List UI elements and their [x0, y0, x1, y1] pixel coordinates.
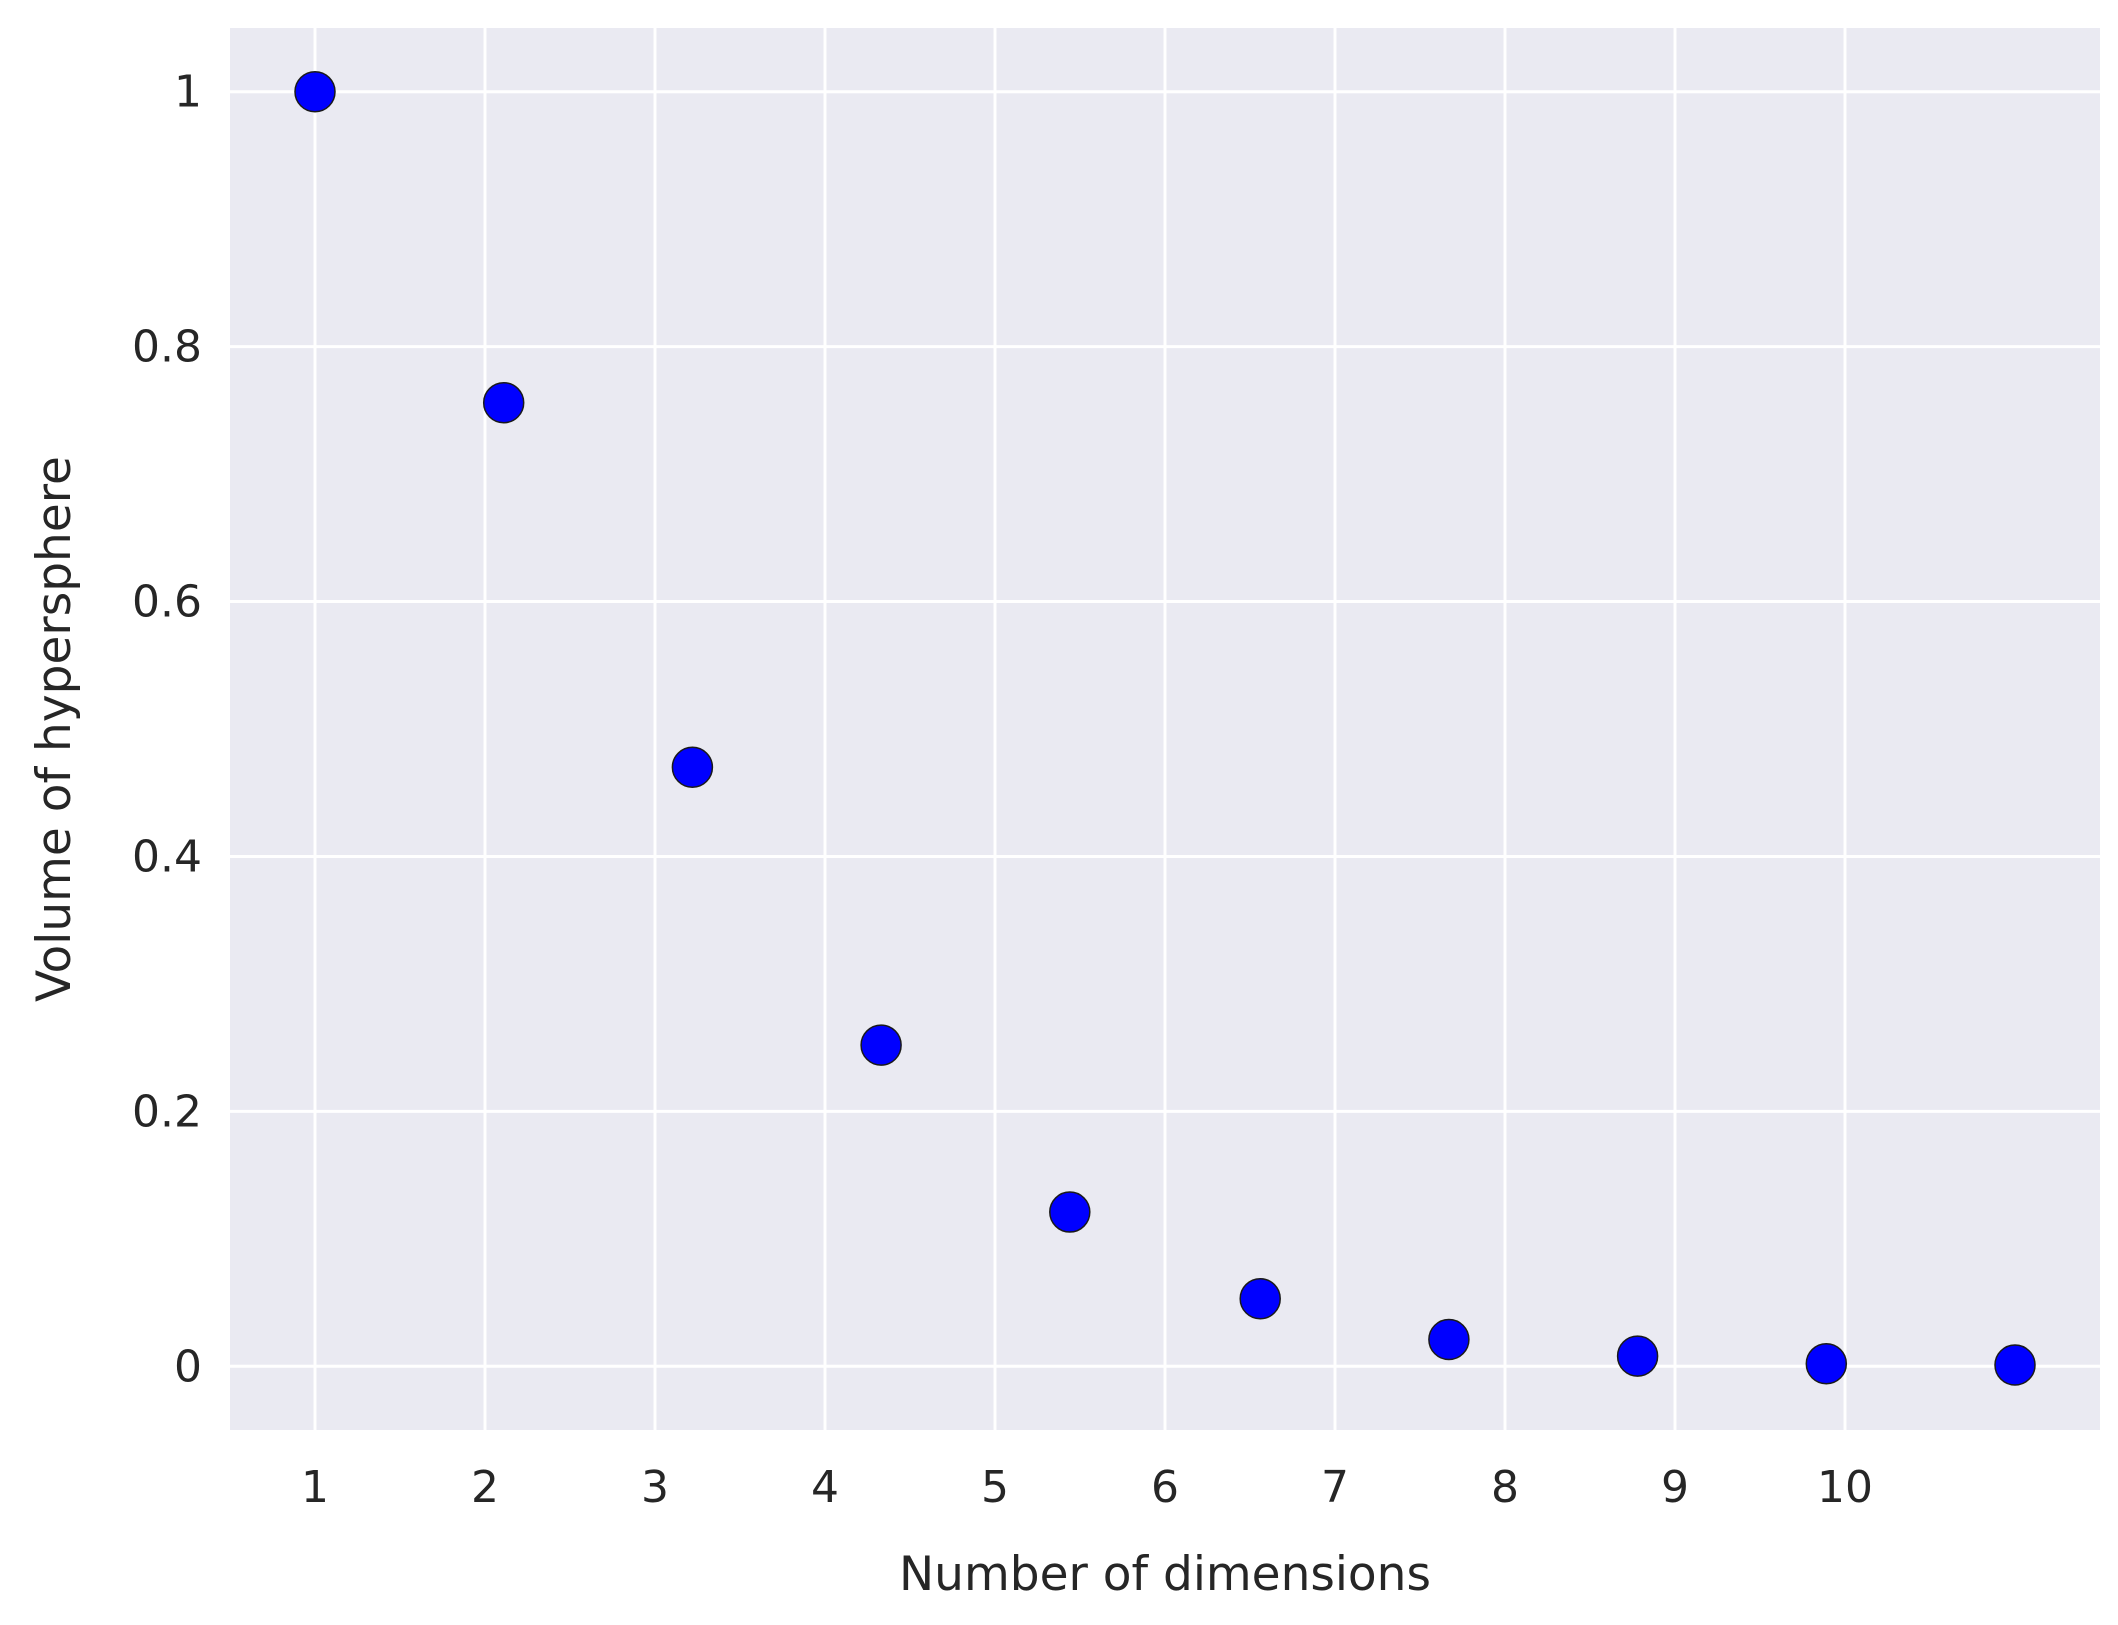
y-tick-label: 0.2	[132, 1086, 202, 1137]
data-point	[1239, 1277, 1281, 1320]
data-point	[294, 70, 336, 113]
x-tick-label: 3	[641, 1462, 669, 1513]
y-axis-label: Volume of hypersphere	[27, 456, 82, 1002]
data-point	[1049, 1191, 1091, 1233]
y-tick-label: 0.4	[132, 831, 202, 882]
data-point	[671, 746, 714, 788]
data-point	[1428, 1318, 1470, 1361]
grid-lines	[230, 28, 2100, 1430]
y-tick-labels: 0 0.2 0.4 0.6 0.8 1	[132, 67, 202, 1393]
y-tick-label: 0	[174, 1341, 202, 1392]
y-tick-label: 1	[174, 67, 202, 118]
data-point	[1805, 1342, 1848, 1385]
x-tick-label: 9	[1661, 1462, 1689, 1513]
data-points	[294, 70, 2036, 1386]
x-tick-label: 5	[981, 1462, 1009, 1513]
x-axis-label: Number of dimensions	[899, 1547, 1431, 1602]
x-tick-label: 8	[1491, 1462, 1519, 1513]
x-tick-label: 6	[1151, 1462, 1179, 1513]
x-tick-label: 4	[811, 1462, 839, 1513]
data-point	[482, 381, 525, 424]
x-tick-label: 1	[301, 1462, 329, 1513]
x-tick-labels: 1 2 3 4 5 6 7 8 9 10	[301, 1462, 1873, 1513]
x-tick-label: 10	[1817, 1462, 1873, 1513]
y-tick-label: 0.8	[132, 322, 202, 373]
data-point	[860, 1024, 902, 1066]
data-point	[1616, 1335, 1659, 1377]
y-tick-label: 0.6	[132, 577, 202, 628]
x-tick-label: 2	[471, 1462, 499, 1513]
x-tick-label: 7	[1321, 1462, 1349, 1513]
data-point	[1994, 1344, 2036, 1386]
